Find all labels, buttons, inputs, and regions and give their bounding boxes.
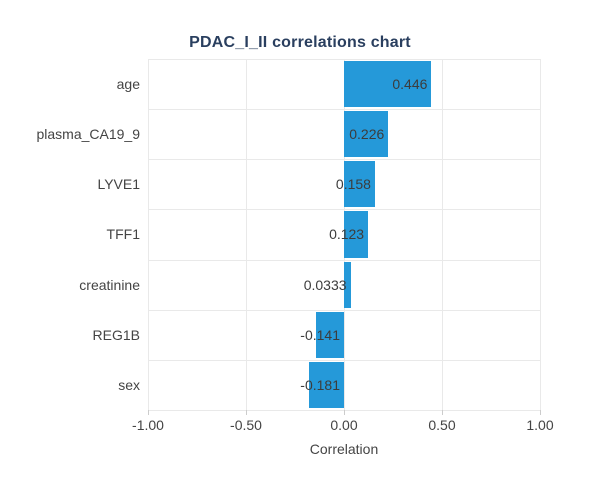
- y-axis-label-sex: sex: [118, 376, 140, 393]
- bar-LYVE1: [344, 161, 375, 208]
- gridline-horizontal: [148, 260, 540, 261]
- gridline-horizontal: [148, 209, 540, 210]
- y-axis-label-TFF1: TFF1: [106, 226, 140, 243]
- plot-area: 0.446 0.226 0.158 0.123 0.0333 -0.141 -0.181: [148, 59, 541, 411]
- gridline-horizontal: [148, 159, 540, 160]
- gridline-vertical: [442, 59, 443, 410]
- bar-value-label: -0.181: [300, 376, 340, 393]
- bar-value-label: 0.0333: [303, 276, 347, 293]
- gridline-horizontal: [148, 360, 540, 361]
- x-axis-tick-label: -0.50: [230, 417, 262, 433]
- x-axis-tick-mark: [344, 410, 345, 415]
- bar-value-label: -0.141: [300, 326, 340, 343]
- bar-value-label: 0.446: [392, 76, 428, 92]
- bar-value-label: 0.123: [329, 226, 365, 243]
- chart-title: PDAC_I_II correlations chart: [189, 34, 411, 51]
- bar-sex: [308, 361, 344, 408]
- y-axis-label-LYVE1: LYVE1: [97, 176, 140, 193]
- x-axis-tick-mark: [540, 410, 541, 415]
- gridline-horizontal: [148, 59, 540, 60]
- bar-creatinine: [344, 261, 351, 308]
- x-axis-tick-label: 0.50: [428, 417, 456, 433]
- x-axis-tick-label: -1.00: [132, 417, 164, 433]
- y-axis-label-age: age: [116, 76, 140, 92]
- x-axis-tick-label: 1.00: [526, 417, 554, 433]
- y-axis-label-creatinine: creatinine: [79, 276, 140, 293]
- bar-value-label: 0.158: [335, 176, 371, 193]
- gridline-vertical: [540, 59, 541, 410]
- gridline-horizontal: [148, 109, 540, 110]
- bar-REG1B: [316, 311, 344, 358]
- y-axis-label-plasma_CA19_9: plasma_CA19_9: [36, 126, 140, 143]
- bar-TFF1: [344, 211, 369, 258]
- bar-age: [344, 61, 432, 108]
- x-axis-tick-mark: [148, 410, 149, 415]
- x-axis-tick-label: 0.00: [330, 417, 358, 433]
- bar-plasma_CA19_9: [344, 111, 389, 158]
- gridline-vertical: [246, 59, 247, 410]
- x-axis-tick-mark: [442, 410, 443, 415]
- gridline-vertical: [148, 59, 149, 410]
- x-axis-tick-mark: [246, 410, 247, 415]
- y-axis-label-REG1B: REG1B: [92, 326, 140, 343]
- gridline-horizontal: [148, 310, 540, 311]
- bar-value-label: 0.226: [349, 126, 385, 143]
- x-axis-title: Correlation: [309, 441, 379, 457]
